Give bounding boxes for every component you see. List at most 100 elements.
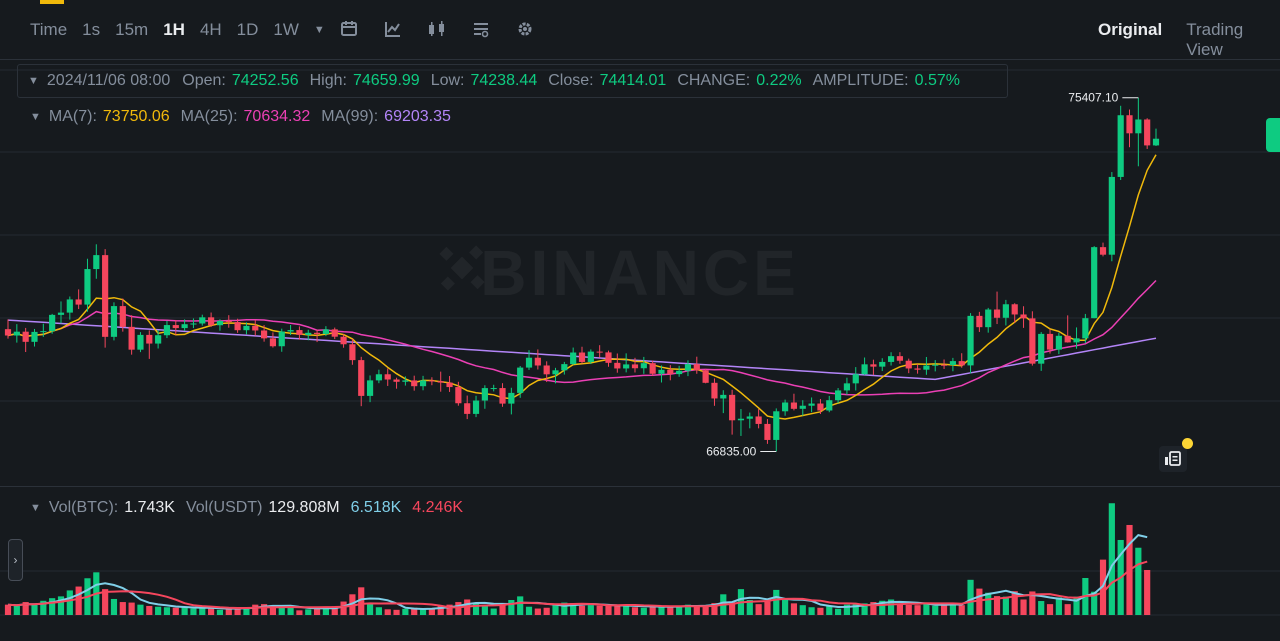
- candle: [746, 416, 753, 419]
- view-trading-view[interactable]: Trading View: [1186, 20, 1244, 59]
- ledger-button[interactable]: [1159, 446, 1187, 472]
- volume-bar: [49, 598, 56, 615]
- candle: [1108, 176, 1115, 255]
- candle: [614, 362, 621, 369]
- volume-bar: [322, 607, 329, 615]
- candle: [366, 380, 374, 396]
- open-label: Open:: [182, 72, 226, 89]
- volume-legend: ▼ Vol(BTC): 1.743K Vol(USDT) 129.808M 6.…: [30, 499, 463, 517]
- amplitude-label: AMPLITUDE:: [812, 72, 909, 89]
- volume-bar: [1002, 596, 1009, 615]
- volume-bar: [1020, 599, 1027, 615]
- candle: [649, 363, 656, 374]
- candle: [119, 306, 126, 327]
- active-tab-indicator: [40, 0, 64, 4]
- caret-down-icon[interactable]: ▼: [313, 24, 325, 36]
- volume-bar: [711, 603, 718, 615]
- volume-bar: [799, 605, 806, 615]
- expand-handle[interactable]: ›: [8, 539, 23, 581]
- chevron-down-icon[interactable]: ▼: [30, 111, 41, 123]
- volume-bar: [808, 607, 815, 615]
- volume-bar: [993, 596, 1001, 615]
- interval-1w[interactable]: 1W: [273, 20, 299, 39]
- volume-bar: [905, 604, 912, 615]
- candle: [993, 309, 1001, 318]
- candle: [914, 368, 921, 370]
- view-original[interactable]: Original: [1098, 20, 1163, 39]
- volume-bar: [1055, 597, 1062, 615]
- candle: [340, 336, 347, 345]
- interval-15m[interactable]: 15m: [115, 20, 149, 39]
- volume-bar: [481, 605, 488, 615]
- interval-1h[interactable]: 1H: [163, 20, 185, 39]
- pane-divider[interactable]: [0, 486, 1280, 487]
- calendar-icon[interactable]: [338, 18, 360, 40]
- layout-icon[interactable]: [470, 18, 492, 40]
- candle: [1073, 338, 1080, 343]
- ma7-value: 73750.06: [102, 108, 170, 125]
- candle: [552, 370, 559, 375]
- candle: [1046, 333, 1054, 350]
- volume-bar: [1011, 591, 1018, 615]
- candle: [1002, 304, 1009, 318]
- volume-bar: [225, 609, 232, 615]
- volume-bar: [340, 601, 347, 615]
- interval-4h[interactable]: 4H: [199, 20, 222, 39]
- candle: [146, 334, 153, 344]
- volume-bar: [13, 605, 20, 615]
- volume-bar: [313, 608, 321, 615]
- volume-bar: [57, 596, 65, 615]
- volume-bar: [835, 608, 842, 615]
- volume-bar: [490, 608, 497, 615]
- ohlc-legend: ▼ 2024/11/06 08:00 Open: 74252.56 High: …: [17, 64, 1008, 98]
- chart-grid: [0, 69, 1280, 616]
- gear-icon[interactable]: [514, 18, 536, 40]
- candle: [755, 416, 762, 424]
- volume-bar: [861, 603, 868, 615]
- candle: [623, 364, 630, 369]
- ledger-icon: [1165, 451, 1181, 466]
- interval-1s[interactable]: 1s: [82, 20, 101, 39]
- candle: [923, 365, 930, 370]
- candle: [896, 356, 903, 361]
- candle: [349, 344, 356, 361]
- candle: [84, 269, 91, 305]
- volume-bar: [375, 607, 382, 615]
- ma7-label: MA(7):: [48, 108, 97, 125]
- candle: [570, 352, 577, 365]
- volume-bar: [402, 608, 409, 615]
- candle-type-icon[interactable]: [426, 18, 448, 40]
- vol-btc-value: 1.743K: [124, 499, 175, 516]
- volume-bar: [896, 603, 903, 615]
- interval-1d[interactable]: 1D: [236, 20, 259, 39]
- candle: [667, 369, 674, 375]
- volume-bar: [419, 609, 427, 615]
- candle: [932, 364, 939, 366]
- volume-bar: [446, 604, 453, 615]
- ma25-value: 70634.32: [243, 108, 311, 125]
- candle: [1144, 119, 1151, 146]
- candle: [375, 374, 382, 381]
- volume-bar: [278, 607, 285, 615]
- change-value: 0.22%: [756, 72, 802, 89]
- interval-time[interactable]: Time: [30, 20, 68, 39]
- candle: [163, 325, 171, 336]
- chevron-down-icon[interactable]: ▼: [30, 502, 41, 514]
- volume-bar: [1108, 503, 1115, 615]
- volume-bar: [826, 606, 833, 615]
- volume-bar: [1046, 604, 1054, 615]
- candle: [4, 329, 12, 336]
- chevron-down-icon[interactable]: ▼: [28, 75, 39, 87]
- candle: [508, 392, 515, 404]
- volume-bar: [128, 602, 135, 615]
- candle: [861, 364, 868, 375]
- volume-bar: [331, 606, 338, 615]
- ma-legend: ▼ MA(7): 73750.06 MA(25): 70634.32 MA(99…: [30, 108, 451, 126]
- indicator-icon[interactable]: [382, 18, 404, 40]
- high-label: High:: [309, 72, 347, 89]
- candle: [852, 374, 859, 384]
- volume-bar: [773, 589, 780, 615]
- volume-bar: [110, 598, 118, 615]
- volume-bar: [887, 599, 895, 615]
